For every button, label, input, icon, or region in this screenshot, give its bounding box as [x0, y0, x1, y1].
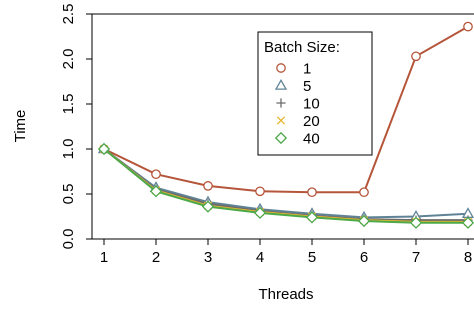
x-tick-label: 6	[360, 249, 368, 266]
legend-label: 20	[303, 113, 320, 130]
data-point	[409, 216, 423, 229]
series-line	[103, 148, 468, 224]
x-tick-label: 8	[464, 249, 472, 266]
series-line	[103, 25, 469, 194]
data-point	[463, 21, 473, 32]
series-line	[103, 148, 468, 222]
y-tick-label: 2.5	[60, 4, 77, 25]
y-tick-label: 0.5	[60, 184, 77, 205]
data-point	[151, 169, 161, 180]
data-point	[253, 206, 267, 220]
y-axis-title: Time	[12, 110, 29, 143]
legend-label: 5	[303, 78, 311, 95]
data-point	[203, 181, 213, 191]
legend-marker	[274, 131, 288, 145]
data-point	[97, 142, 111, 156]
legend-label: 10	[303, 96, 320, 113]
legend-marker	[276, 116, 286, 125]
legend-label: 40	[303, 131, 320, 148]
x-tick-label: 2	[152, 249, 160, 266]
y-tick-label: 2.0	[60, 49, 77, 70]
data-point	[359, 187, 369, 198]
data-point	[255, 186, 265, 197]
x-axis: 1 2 3 4 5 6 7 8	[100, 239, 472, 266]
data-point	[411, 51, 421, 62]
data-point	[461, 216, 474, 229]
legend-title: Batch Size:	[264, 39, 340, 56]
x-tick-label: 7	[412, 249, 420, 266]
x-axis-title: Threads	[258, 286, 313, 303]
data-point	[305, 211, 319, 224]
plot-frame	[91, 13, 474, 240]
legend-marker	[276, 63, 286, 73]
series-40	[97, 142, 474, 229]
x-tick-label: 4	[256, 249, 264, 266]
y-tick-label: 1.5	[60, 94, 77, 115]
data-point	[149, 185, 163, 198]
y-tick-label: 1.0	[60, 139, 77, 160]
x-tick-label: 5	[308, 249, 316, 266]
series-line	[103, 148, 469, 219]
data-point	[201, 200, 215, 213]
x-tick-label: 1	[100, 249, 108, 266]
data-point	[357, 214, 371, 228]
y-tick-label: 0.0	[60, 229, 77, 250]
legend-label: 1	[303, 61, 311, 78]
y-axis: 0.0 0.5 1.0 1.5 2.0 2.5	[60, 4, 92, 250]
x-tick-label: 3	[204, 249, 212, 266]
legend-marker	[276, 98, 286, 108]
data-point	[307, 187, 317, 198]
legend-box	[257, 31, 373, 156]
series-layer	[97, 21, 474, 229]
legend-marker	[274, 78, 288, 90]
